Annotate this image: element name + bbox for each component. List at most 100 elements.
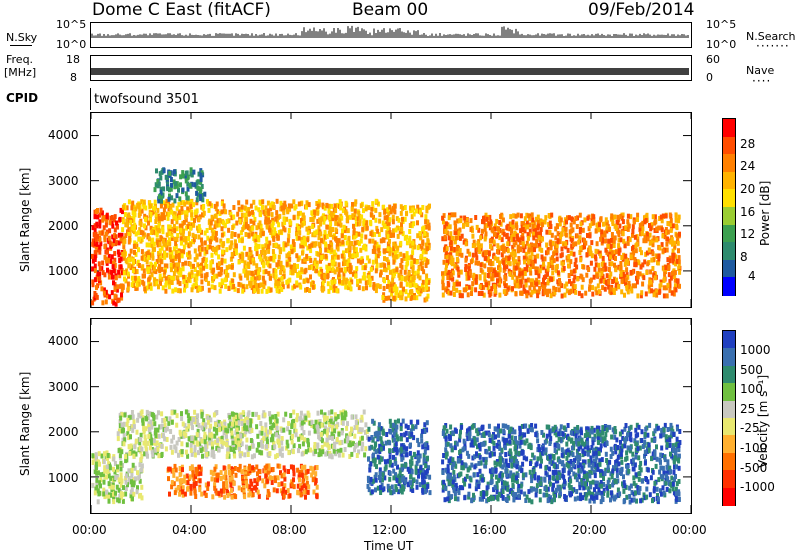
echo-cell	[399, 290, 403, 296]
echo-cell	[319, 221, 323, 227]
echo-cell	[114, 490, 117, 496]
echo-cell	[676, 240, 680, 246]
echo-cell	[451, 235, 455, 241]
echo-cell	[342, 409, 346, 415]
echo-cell	[174, 216, 178, 221]
echo-cell	[485, 282, 488, 288]
echo-cell	[199, 196, 203, 202]
echo-cell	[591, 291, 595, 297]
echo-cell	[184, 175, 188, 181]
echo-cell	[356, 281, 360, 287]
colorbar-segment	[723, 207, 735, 226]
echo-cell	[507, 236, 511, 242]
echo-cell	[645, 270, 649, 275]
echo-cell	[534, 224, 538, 230]
echo-cell	[286, 237, 290, 243]
echo-cell	[356, 216, 360, 222]
echo-cell	[626, 213, 630, 219]
echo-cell	[574, 241, 578, 247]
echo-cell	[257, 237, 261, 243]
echo-cell	[343, 438, 347, 444]
echo-cell	[122, 270, 126, 276]
echo-cell	[531, 220, 535, 226]
echo-cell	[424, 283, 428, 289]
echo-cell	[601, 255, 605, 261]
echo-cell	[421, 260, 425, 266]
echo-cell	[122, 421, 126, 427]
echo-cell	[532, 231, 535, 237]
echo-cell	[347, 240, 351, 246]
echo-cell	[500, 237, 504, 243]
echo-cell	[373, 285, 377, 291]
echo-cell	[133, 249, 136, 255]
echo-cell	[483, 226, 487, 232]
echo-cell	[106, 453, 110, 458]
echo-cell	[158, 276, 162, 282]
echo-cell	[581, 227, 585, 233]
echo-cell	[155, 225, 159, 231]
echo-cell	[540, 247, 544, 253]
echo-cell	[311, 211, 315, 217]
echo-cell	[345, 240, 349, 246]
echo-cell	[400, 258, 404, 264]
echo-cell	[193, 182, 197, 188]
echo-cell	[299, 284, 303, 290]
echo-cell	[244, 269, 248, 275]
echo-cell	[261, 244, 265, 250]
echo-cell	[169, 204, 173, 210]
echo-cell	[216, 218, 220, 224]
echo-cell	[175, 219, 179, 225]
echo-cell	[383, 278, 386, 284]
echo-cell	[343, 228, 347, 234]
echo-cell	[186, 174, 190, 180]
echo-cell	[360, 435, 364, 441]
echo-cell	[594, 256, 598, 262]
nave-tick-top: 60	[706, 53, 720, 66]
echo-cell	[601, 221, 605, 227]
echo-cell	[142, 426, 146, 432]
echo-cell	[270, 223, 274, 229]
echo-cell	[255, 225, 259, 231]
echo-cell	[343, 261, 347, 266]
echo-cell	[149, 285, 153, 291]
echo-cell	[100, 453, 104, 459]
echo-cell	[139, 432, 143, 438]
echo-cell	[383, 256, 386, 262]
echo-cell	[94, 455, 98, 461]
power-colorbar	[722, 118, 736, 296]
echo-cell	[186, 224, 190, 229]
echo-cell	[200, 273, 204, 279]
echo-cell	[554, 264, 558, 270]
echo-cell	[545, 291, 549, 296]
echo-cell	[623, 261, 627, 267]
nsky-panel	[90, 22, 692, 48]
echo-cell	[359, 436, 363, 442]
echo-cell	[253, 276, 257, 282]
echo-cell	[636, 236, 640, 242]
echo-cell	[469, 259, 473, 265]
echo-cell	[516, 248, 520, 254]
echo-cell	[370, 206, 374, 212]
echo-cell	[626, 226, 630, 232]
echo-cell	[542, 261, 545, 267]
echo-cell	[320, 422, 324, 428]
echo-cell	[101, 260, 105, 266]
echo-cell	[493, 288, 497, 294]
echo-cell	[351, 213, 355, 219]
echo-cell	[675, 233, 679, 239]
echo-cell	[291, 433, 294, 439]
echo-cell	[300, 267, 304, 273]
echo-cell	[172, 275, 176, 281]
echo-cell	[227, 286, 231, 291]
echo-cell	[657, 253, 661, 259]
echo-cell	[117, 232, 121, 238]
nsearch-label: N.Search	[746, 30, 796, 43]
echo-cell	[574, 257, 578, 263]
echo-cell	[650, 257, 654, 263]
echo-cell	[292, 409, 296, 415]
echo-cell	[382, 204, 386, 210]
date-title: 09/Feb/2014	[588, 0, 695, 20]
echo-cell	[157, 198, 161, 204]
echo-cell	[383, 215, 387, 221]
